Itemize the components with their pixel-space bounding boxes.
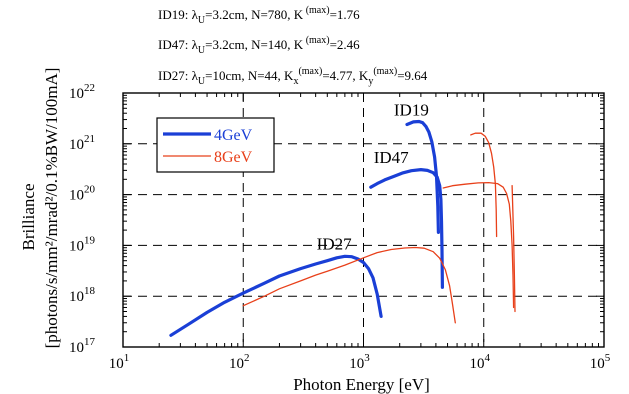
parameter-line-id27: ID27: λU=10cm, N=44, Kx(max)=4.77, Ky(ma… [158, 66, 428, 87]
tick-labels: 101 102 103 104 105 1017 1018 1019 1020 1021 1022 [69, 82, 611, 372]
series-line-4gev-id19 [405, 119, 440, 234]
x-tick-label: 105 [590, 352, 611, 372]
y-tick-label: 1019 [69, 234, 96, 254]
tick-marks [122, 93, 604, 348]
x-tick-label: 103 [349, 352, 370, 372]
undulator-parameters: ID19: λU=3.2cm, N=780, K (max)=1.76 ID47:… [158, 5, 428, 87]
legend-label-8gev: 8GeV [214, 149, 253, 166]
legend: 4GeV 8GeV [156, 117, 275, 173]
legend-label-4gev: 4GeV [214, 127, 253, 144]
series-line-4gev-id27 [169, 254, 383, 337]
legend-box [156, 117, 275, 173]
series-line-8gev-id19-tail [511, 185, 516, 313]
x-tick-label: 101 [109, 352, 130, 372]
series-line-8gev-id47 [442, 181, 515, 309]
parameter-line-id19: ID19: λU=3.2cm, N=780, K (max)=1.76 [158, 5, 360, 26]
y-tick-label: 1018 [69, 285, 96, 305]
y-tick-label: 1017 [69, 336, 96, 356]
y-axis-title-line2: [photons/s/mm²/mrad²/0.1%BW/100mA] [42, 68, 61, 349]
curve-labels: ID19 ID47 ID27 [317, 101, 429, 254]
series-line-4gev-id47 [369, 168, 444, 289]
y-axis-title: Brilliance [photons/s/mm²/mrad²/0.1%BW/10… [19, 68, 61, 349]
y-tick-label: 1022 [69, 82, 95, 102]
x-tick-label: 102 [229, 352, 250, 372]
y-axis-title-line1: Brilliance [19, 183, 38, 250]
x-tick-label: 104 [470, 352, 491, 372]
curve-label-id47: ID47 [374, 148, 409, 167]
series-line-8gev-id19 [470, 132, 498, 238]
y-tick-label: 1020 [69, 184, 96, 204]
series-line-8gev-id27 [242, 246, 456, 324]
x-axis-title: Photon Energy [eV] [293, 375, 430, 394]
y-tick-label: 1021 [69, 133, 95, 153]
parameter-line-id47: ID47: λU=3.2cm, N=140, K (max)=2.46 [158, 35, 360, 56]
curve-label-id19: ID19 [394, 101, 429, 120]
curve-label-id27: ID27 [317, 235, 352, 254]
series-lines [169, 119, 516, 337]
